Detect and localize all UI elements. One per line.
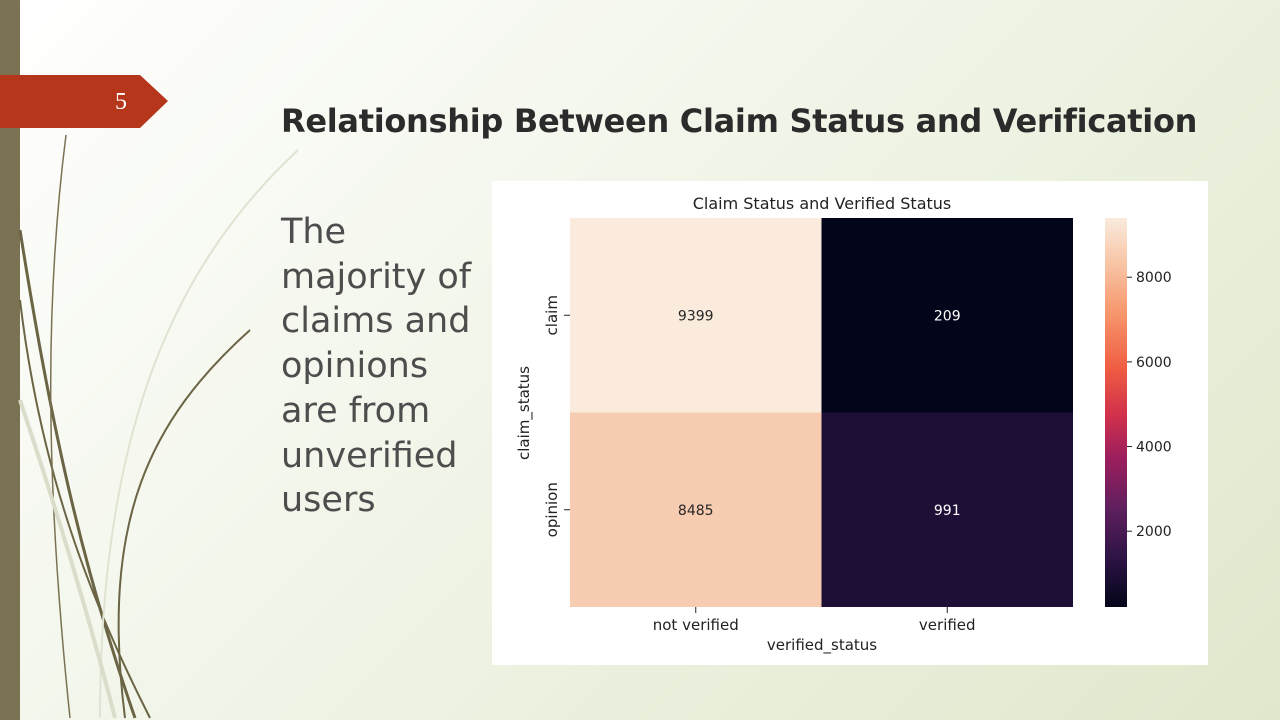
y-axis-label: claim_status — [515, 366, 534, 460]
colorbar-tick-label: 2000 — [1136, 524, 1172, 540]
y-tick-label: claim — [543, 295, 561, 335]
x-axis-label: verified_status — [767, 636, 877, 655]
colorbar-tick-label: 8000 — [1136, 270, 1172, 286]
heatmap-cell — [821, 218, 1073, 413]
heatmap-cell — [570, 218, 822, 413]
heatmap-cell — [570, 412, 822, 607]
decorative-swooshes — [18, 134, 299, 719]
x-tick-label: verified — [919, 616, 976, 634]
y-tick-label: opinion — [543, 482, 561, 537]
colorbar — [1105, 218, 1127, 607]
slide-title: Relationship Between Claim Status and Ve… — [281, 102, 1198, 140]
colorbar-tick-label: 6000 — [1136, 355, 1172, 371]
left-accent-bar — [0, 0, 20, 720]
x-tick-label: not verified — [653, 616, 739, 634]
slide-number-tag — [0, 75, 168, 128]
colorbar-tick-label: 4000 — [1136, 440, 1172, 456]
cell-value-label: 8485 — [678, 503, 714, 519]
heatmap-cell — [821, 412, 1073, 607]
chart-title: Claim Status and Verified Status — [693, 194, 952, 213]
slide-number: 5 — [115, 89, 127, 115]
heatmap-svg: Claim Status and Verified Status 9399 209… — [515, 194, 1172, 655]
cell-value-label: 991 — [934, 503, 961, 519]
cell-value-label: 209 — [934, 308, 961, 324]
slide-body-text: The majority of claims and opinions are … — [281, 212, 472, 521]
heatmap-chart: Claim Status and Verified Status 9399 209… — [492, 181, 1208, 665]
cell-value-label: 9399 — [678, 308, 714, 324]
